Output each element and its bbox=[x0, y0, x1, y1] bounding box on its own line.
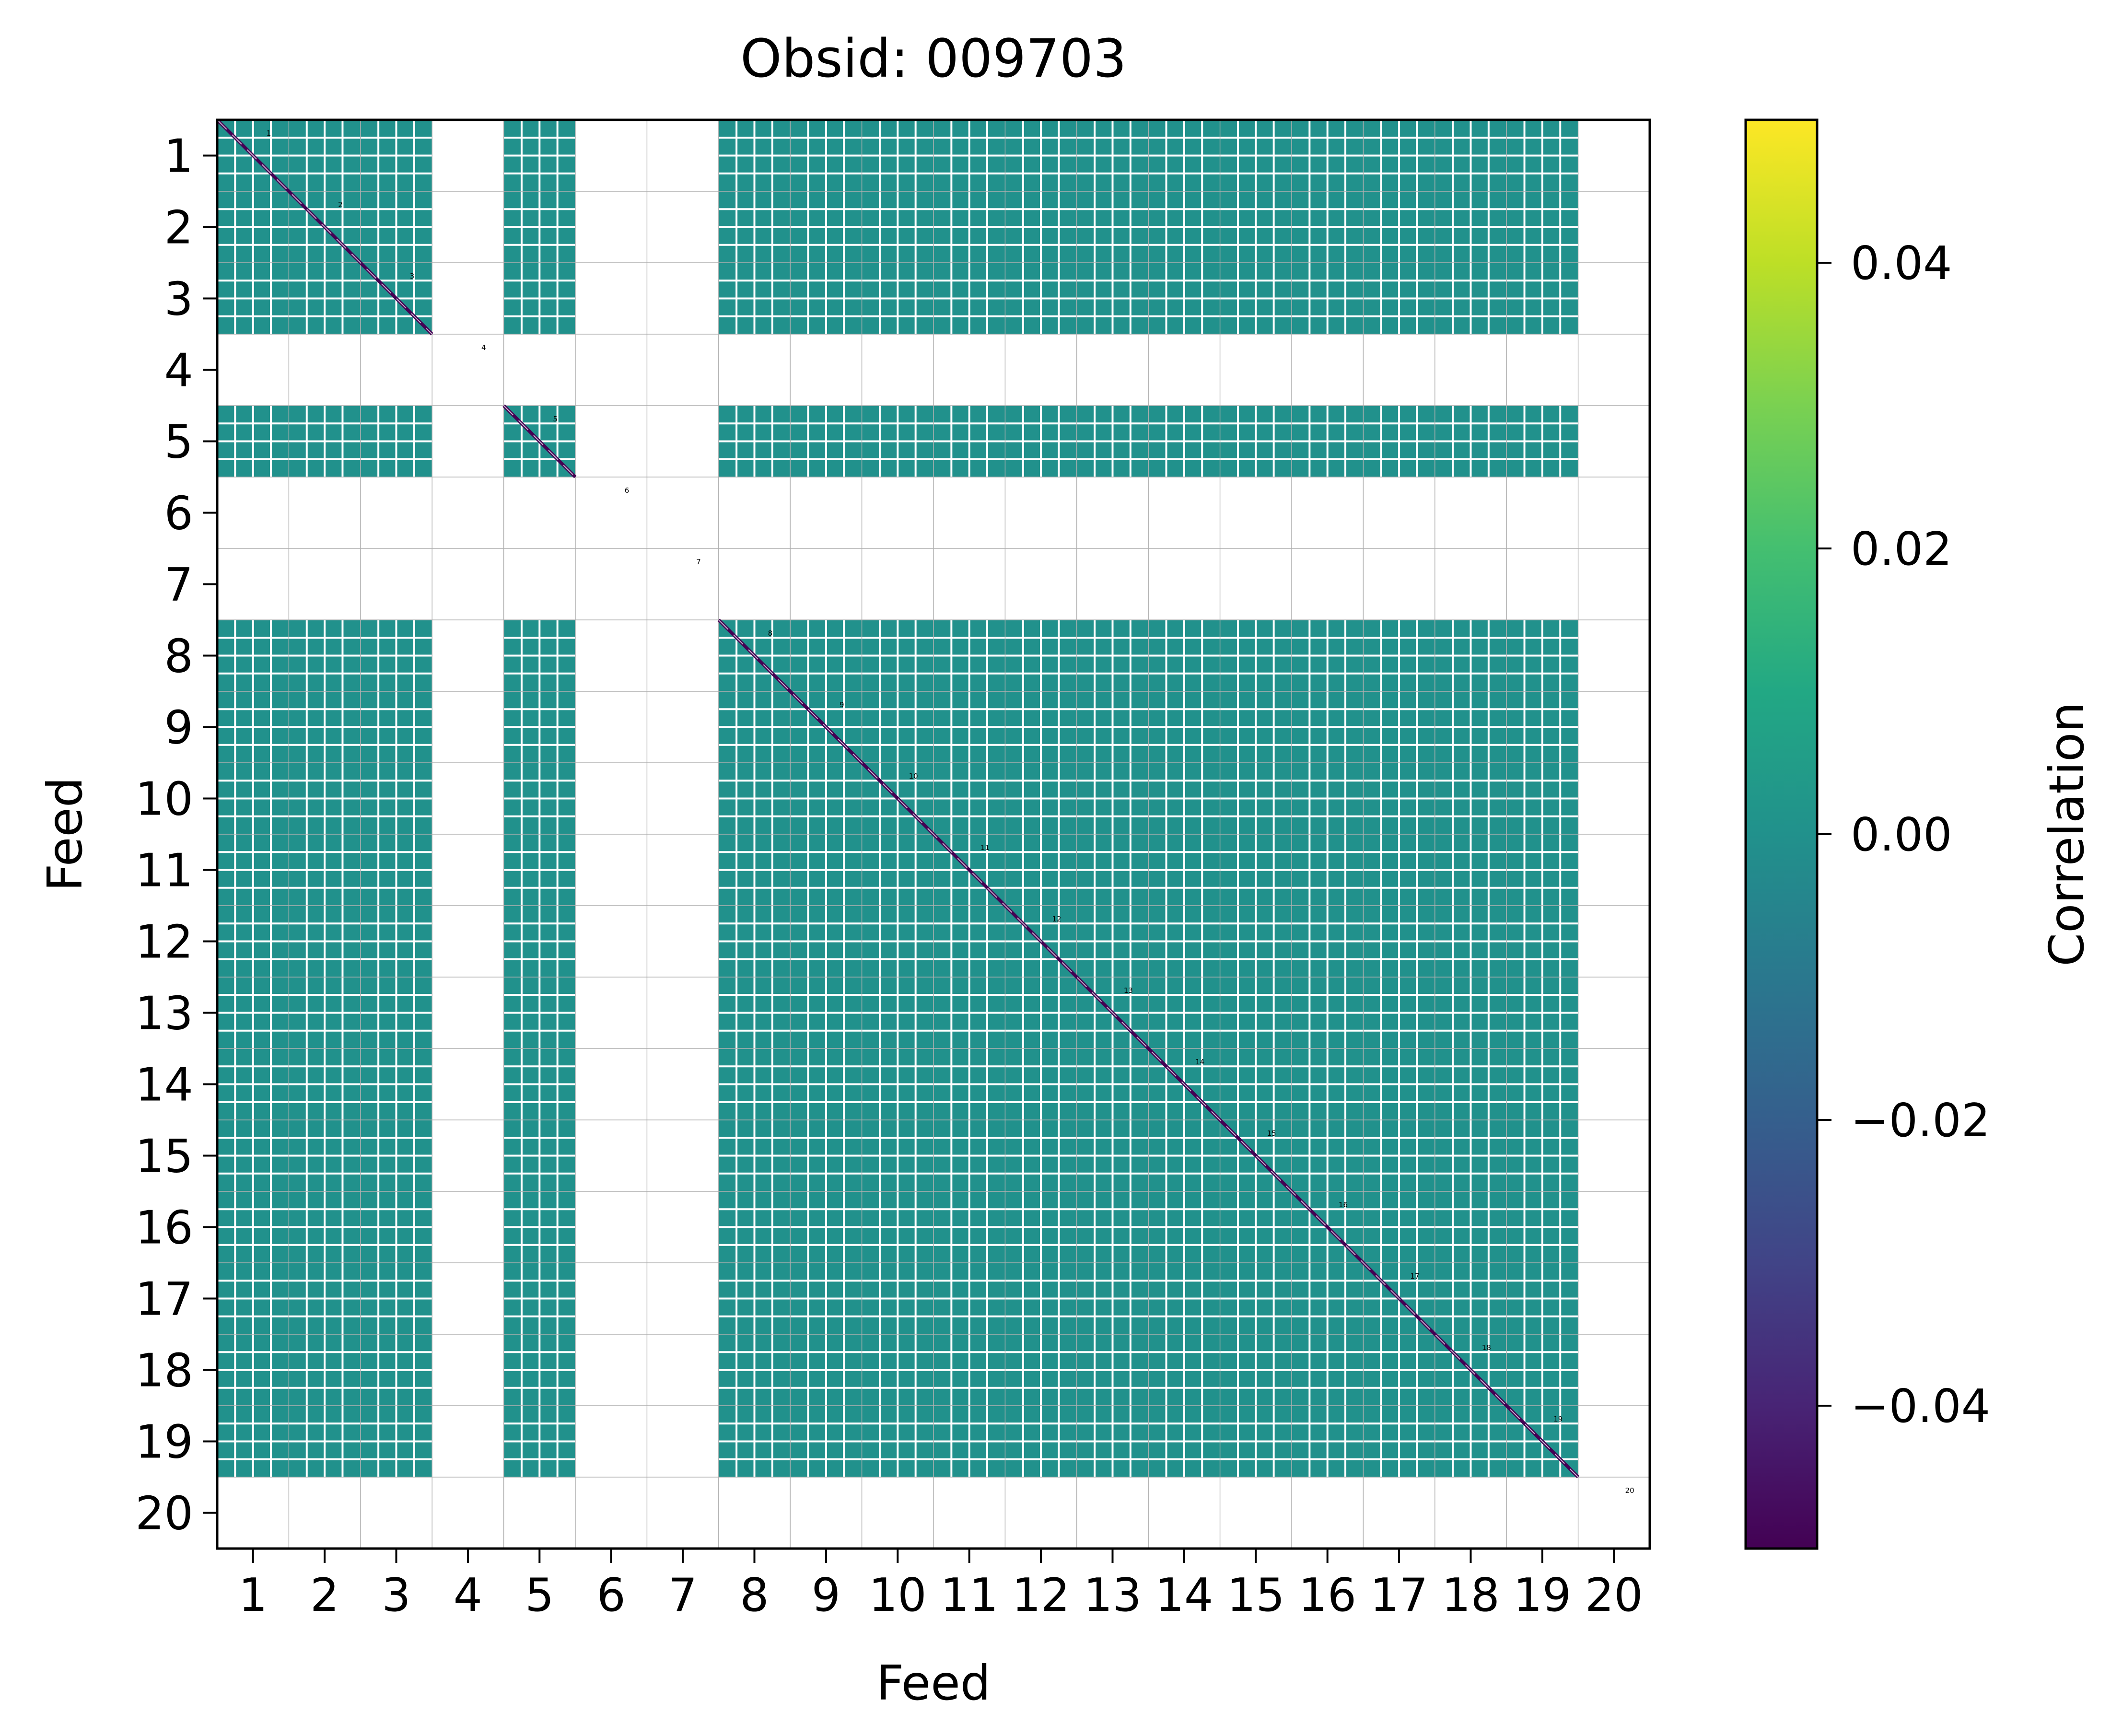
y-tick-label-12: 12 bbox=[135, 916, 193, 969]
x-tick-label-9: 9 bbox=[812, 1569, 840, 1622]
y-tick-label-9: 9 bbox=[164, 702, 193, 755]
y-tick-label-4: 4 bbox=[164, 345, 193, 397]
y-tick-label-14: 14 bbox=[135, 1059, 193, 1112]
colorbar-ticks: −0.04 −0.02 0.00 0.02 0.04 bbox=[1817, 237, 1990, 1433]
x-tick-label-6: 6 bbox=[596, 1569, 625, 1622]
x-tick-label-4: 4 bbox=[454, 1569, 482, 1622]
x-axis-ticks: 1 2 3 4 5 6 7 8 9 10 11 12 13 14 15 16 17 18 19 20 bbox=[238, 1549, 1643, 1622]
feed-cell-label-8: 8 bbox=[768, 629, 773, 638]
x-tick-label-14: 14 bbox=[1155, 1569, 1213, 1622]
feed-cell-label-4: 4 bbox=[481, 343, 486, 352]
y-tick-label-11: 11 bbox=[135, 845, 193, 897]
colorbar-tick-label-1: −0.02 bbox=[1851, 1095, 1990, 1147]
feed-cell-label-1: 1 bbox=[267, 129, 271, 138]
y-tick-label-19: 19 bbox=[135, 1416, 193, 1469]
x-tick-label-1: 1 bbox=[238, 1569, 267, 1622]
y-tick-label-18: 18 bbox=[135, 1345, 193, 1398]
x-tick-label-18: 18 bbox=[1442, 1569, 1500, 1622]
x-tick-label-13: 13 bbox=[1084, 1569, 1142, 1622]
feed-cell-label-7: 7 bbox=[696, 558, 701, 566]
feed-cell-label-3: 3 bbox=[410, 272, 415, 280]
y-tick-label-7: 7 bbox=[164, 559, 193, 612]
y-tick-label-10: 10 bbox=[135, 773, 193, 826]
feed-cell-label-10: 10 bbox=[909, 772, 918, 781]
x-tick-label-8: 8 bbox=[740, 1569, 769, 1622]
x-tick-label-11: 11 bbox=[940, 1569, 998, 1622]
x-tick-label-20: 20 bbox=[1585, 1569, 1643, 1622]
x-tick-label-19: 19 bbox=[1513, 1569, 1571, 1622]
feed-cell-label-13: 13 bbox=[1124, 986, 1133, 995]
colorbar-tick-label-0: −0.04 bbox=[1851, 1380, 1990, 1433]
feed-cell-label-18: 18 bbox=[1482, 1343, 1491, 1352]
x-tick-label-15: 15 bbox=[1227, 1569, 1285, 1622]
colorbar-tick-label-3: 0.02 bbox=[1851, 523, 1952, 576]
diagonal-segment-highlight bbox=[503, 405, 576, 478]
x-tick-label-16: 16 bbox=[1298, 1569, 1356, 1622]
y-tick-label-5: 5 bbox=[164, 416, 193, 469]
y-tick-label-13: 13 bbox=[135, 988, 193, 1040]
feed-cell-label-14: 14 bbox=[1195, 1058, 1204, 1066]
feed-cell-label-5: 5 bbox=[553, 415, 558, 423]
y-tick-label-20: 20 bbox=[135, 1488, 193, 1540]
feed-cell-label-6: 6 bbox=[625, 486, 630, 495]
plot-frame bbox=[216, 118, 1651, 1550]
grid-lines bbox=[217, 120, 1650, 1549]
diagonal bbox=[217, 120, 1580, 1479]
x-tick-label-5: 5 bbox=[525, 1569, 554, 1622]
diagonal-segment-highlight bbox=[718, 619, 1579, 1478]
y-tick-label-6: 6 bbox=[164, 488, 193, 540]
feed-cell-label-9: 9 bbox=[840, 700, 844, 709]
chart-title: Obsid: 009703 bbox=[740, 28, 1127, 89]
feed-cell-label-15: 15 bbox=[1267, 1129, 1276, 1138]
x-axis-label: Feed bbox=[876, 1655, 991, 1711]
y-tick-label-15: 15 bbox=[135, 1130, 193, 1183]
y-tick-label-8: 8 bbox=[164, 630, 193, 683]
y-axis-label: Feed bbox=[37, 777, 93, 892]
diagonal-segment-highlight bbox=[217, 120, 432, 335]
y-tick-label-1: 1 bbox=[164, 130, 193, 183]
colorbar-tick-label-2: 0.00 bbox=[1851, 809, 1952, 862]
feed-cell-label-17: 17 bbox=[1410, 1272, 1419, 1281]
x-tick-label-10: 10 bbox=[869, 1569, 927, 1622]
feed-cell-label-20: 20 bbox=[1625, 1486, 1634, 1495]
feed-cell-label-19: 19 bbox=[1553, 1415, 1563, 1423]
y-tick-label-16: 16 bbox=[135, 1202, 193, 1255]
feed-cell-label-16: 16 bbox=[1339, 1200, 1348, 1209]
feed-cell-label-12: 12 bbox=[1052, 915, 1061, 923]
feed-cell-label-11: 11 bbox=[980, 843, 990, 852]
x-tick-label-7: 7 bbox=[668, 1569, 697, 1622]
colorbar-label: Correlation bbox=[2039, 702, 2095, 966]
feed-cell-label-2: 2 bbox=[338, 200, 343, 209]
x-tick-label-2: 2 bbox=[310, 1569, 339, 1622]
colorbar-tick-label-4: 0.04 bbox=[1851, 237, 1952, 290]
x-tick-label-17: 17 bbox=[1370, 1569, 1428, 1622]
x-tick-label-3: 3 bbox=[382, 1569, 410, 1622]
y-tick-label-3: 3 bbox=[164, 273, 193, 326]
x-tick-label-12: 12 bbox=[1012, 1569, 1070, 1622]
y-tick-label-2: 2 bbox=[164, 202, 193, 255]
colorbar bbox=[1744, 118, 1819, 1550]
y-tick-label-17: 17 bbox=[135, 1273, 193, 1326]
